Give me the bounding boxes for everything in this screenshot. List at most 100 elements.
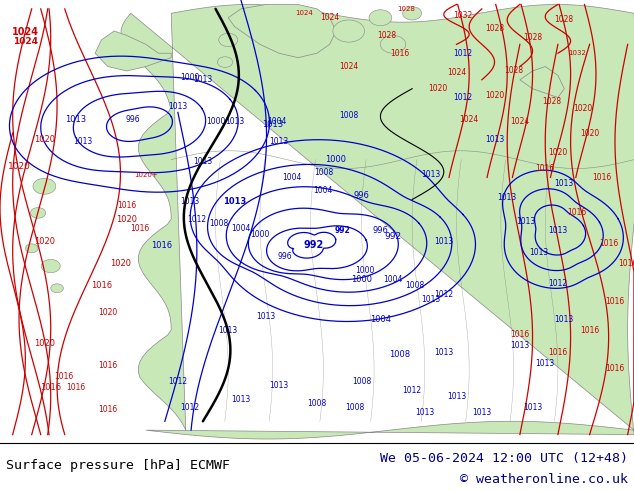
- Text: 1024: 1024: [447, 69, 466, 77]
- Text: 1013: 1013: [225, 117, 244, 126]
- Text: 1013: 1013: [269, 381, 288, 391]
- Text: 1016: 1016: [618, 259, 634, 268]
- Text: 1016: 1016: [98, 405, 117, 415]
- Text: 1012: 1012: [181, 403, 200, 413]
- Text: 1004: 1004: [282, 173, 301, 182]
- Text: 1008: 1008: [406, 281, 425, 290]
- Text: 1013: 1013: [193, 157, 212, 166]
- Circle shape: [380, 35, 406, 53]
- Text: 1012: 1012: [548, 279, 567, 288]
- Text: 1020: 1020: [580, 128, 599, 138]
- Text: 1008: 1008: [389, 350, 410, 359]
- Text: 1013: 1013: [555, 179, 574, 188]
- Text: 1024: 1024: [12, 27, 39, 37]
- Text: 1013: 1013: [555, 315, 574, 324]
- Text: 1020: 1020: [548, 148, 567, 157]
- Text: 1013: 1013: [231, 394, 250, 404]
- Text: 1024: 1024: [460, 115, 479, 124]
- Text: 1013: 1013: [498, 193, 517, 201]
- Text: 1024: 1024: [339, 62, 358, 71]
- Circle shape: [33, 178, 56, 194]
- Text: 1004: 1004: [231, 223, 250, 233]
- Text: 1016: 1016: [536, 164, 555, 173]
- Text: 996: 996: [126, 115, 141, 124]
- Circle shape: [403, 7, 422, 20]
- Text: 1028: 1028: [555, 15, 574, 24]
- Text: 1008: 1008: [307, 399, 327, 408]
- Circle shape: [30, 208, 46, 218]
- Text: 1013: 1013: [548, 226, 567, 235]
- Text: 1013: 1013: [415, 408, 434, 417]
- Text: 1013: 1013: [257, 312, 276, 321]
- Text: 1024: 1024: [13, 37, 38, 47]
- Text: 1016: 1016: [605, 364, 624, 372]
- Text: 1013: 1013: [269, 137, 288, 147]
- Text: 1016: 1016: [98, 361, 117, 370]
- Text: 1013: 1013: [193, 75, 212, 84]
- Polygon shape: [520, 67, 564, 98]
- Text: 1028: 1028: [523, 33, 542, 42]
- Text: 1013: 1013: [510, 342, 529, 350]
- Text: 1020: 1020: [110, 259, 131, 268]
- Text: 1020: 1020: [34, 339, 55, 348]
- Text: We 05-06-2024 12:00 UTC (12+48): We 05-06-2024 12:00 UTC (12+48): [380, 452, 628, 465]
- Text: 1016: 1016: [151, 242, 172, 250]
- Polygon shape: [95, 31, 171, 71]
- Polygon shape: [228, 4, 336, 58]
- Text: 1012: 1012: [168, 377, 187, 386]
- Text: 1008: 1008: [352, 377, 371, 386]
- Text: 1013: 1013: [219, 325, 238, 335]
- Text: 996: 996: [372, 226, 389, 235]
- Text: 1016: 1016: [91, 281, 112, 290]
- Text: 1008: 1008: [346, 403, 365, 413]
- Circle shape: [51, 284, 63, 293]
- Text: 996: 996: [278, 252, 293, 262]
- Text: 1016: 1016: [605, 297, 624, 306]
- Text: 992: 992: [304, 240, 324, 250]
- Text: 1016: 1016: [510, 330, 529, 339]
- Text: 1000: 1000: [325, 155, 347, 164]
- Text: 1016: 1016: [567, 208, 586, 218]
- Text: 1000: 1000: [181, 73, 200, 82]
- Text: 1020: 1020: [98, 308, 117, 317]
- Text: 1020: 1020: [8, 162, 30, 171]
- Text: 1013: 1013: [422, 171, 441, 179]
- Text: 1016: 1016: [40, 383, 61, 392]
- Text: 1004: 1004: [384, 274, 403, 284]
- Text: 1013: 1013: [517, 217, 536, 226]
- Text: 1012: 1012: [187, 215, 206, 224]
- Text: 1028: 1028: [485, 24, 504, 33]
- Text: 1013: 1013: [65, 115, 87, 124]
- Text: Surface pressure [hPa] ECMWF: Surface pressure [hPa] ECMWF: [6, 459, 230, 472]
- Text: 1013: 1013: [472, 408, 491, 417]
- Circle shape: [219, 33, 238, 47]
- Text: 1013: 1013: [181, 197, 200, 206]
- Text: 1024: 1024: [320, 13, 339, 22]
- Text: 996: 996: [353, 191, 370, 199]
- Text: 1020: 1020: [34, 237, 55, 246]
- Text: 1004: 1004: [370, 315, 391, 324]
- Text: 1028: 1028: [397, 6, 415, 12]
- Text: 1004: 1004: [268, 117, 287, 126]
- Circle shape: [369, 10, 392, 25]
- Text: 1013: 1013: [422, 294, 441, 303]
- Text: 1013: 1013: [73, 137, 92, 147]
- Text: 1012: 1012: [453, 49, 472, 58]
- Text: © weatheronline.co.uk: © weatheronline.co.uk: [460, 473, 628, 486]
- Text: 1032: 1032: [568, 50, 586, 56]
- Text: 1024: 1024: [295, 10, 313, 16]
- Text: 1008: 1008: [314, 168, 333, 177]
- Text: 1016: 1016: [580, 325, 599, 335]
- Text: 1028: 1028: [377, 31, 396, 40]
- Text: 1020: 1020: [428, 84, 447, 93]
- Text: 1013: 1013: [529, 248, 548, 257]
- Text: 1032: 1032: [453, 11, 472, 20]
- Circle shape: [217, 57, 233, 68]
- Text: 1013: 1013: [168, 102, 187, 111]
- Text: 1004: 1004: [314, 186, 333, 195]
- Text: 992: 992: [384, 232, 402, 242]
- Text: 1008: 1008: [339, 111, 358, 120]
- Text: 1000: 1000: [355, 266, 374, 275]
- Text: 1016: 1016: [548, 348, 567, 357]
- Text: 1000: 1000: [207, 117, 226, 126]
